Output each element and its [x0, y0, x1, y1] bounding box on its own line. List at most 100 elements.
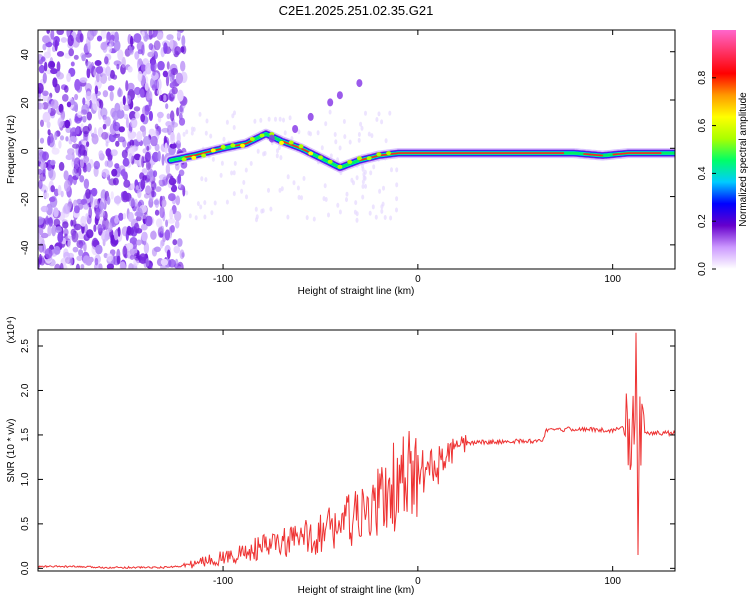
y-multiplier-label: (x10⁴): [6, 316, 17, 343]
noise-blob: [165, 219, 169, 228]
noise-blob: [357, 132, 361, 137]
noise-blob: [182, 131, 186, 137]
noise-blob: [156, 32, 164, 40]
noise-blob: [86, 111, 93, 121]
noise-blob: [126, 227, 135, 236]
noise-blob: [145, 258, 150, 267]
noise-blob: [140, 88, 145, 98]
noise-blob: [76, 255, 83, 262]
noise-blob: [40, 205, 49, 213]
noise-blob: [219, 172, 223, 178]
noise-blob: [74, 93, 79, 101]
noise-blob: [334, 139, 338, 145]
noise-blob: [38, 179, 43, 190]
noise-blob: [91, 187, 98, 197]
noise-blob: [67, 148, 75, 156]
trace-blob: [210, 148, 216, 153]
colorbar: 0.0 0.2 0.4 0.6 0.8 Normalized spectral ampli…: [697, 30, 749, 276]
noise-blob: [112, 74, 118, 80]
trace-blob: [181, 157, 187, 162]
noise-blob: [63, 170, 69, 181]
noise-blob: [150, 59, 157, 72]
trace-blob: [337, 164, 343, 169]
noise-blob: [123, 104, 130, 112]
noise-blob: [122, 168, 126, 180]
noise-blob: [118, 212, 124, 221]
noise-blob: [188, 213, 192, 219]
noise-blob: [90, 194, 94, 204]
noise-blob: [100, 73, 108, 84]
noise-blob: [105, 141, 109, 147]
trace-blob: [240, 143, 245, 148]
noise-blob: [177, 89, 184, 102]
noise-blob: [42, 35, 50, 44]
noise-blob: [133, 153, 141, 161]
noise-blob: [56, 51, 65, 57]
noise-blob: [278, 187, 282, 193]
noise-blob: [52, 77, 58, 88]
noise-blob: [74, 79, 81, 91]
noise-blob: [389, 215, 393, 221]
noise-blob: [145, 215, 153, 227]
noise-blob: [380, 208, 384, 214]
noise-blob: [154, 209, 160, 216]
noise-blob: [86, 141, 90, 148]
noise-blob: [225, 119, 229, 125]
noise-blob: [175, 72, 184, 85]
noise-blob: [47, 105, 51, 114]
noise-blob: [100, 107, 108, 118]
noise-blob: [286, 214, 290, 220]
noise-blob: [128, 263, 134, 269]
noise-blob: [395, 207, 398, 213]
noise-blob: [129, 139, 135, 148]
noise-blob: [144, 62, 152, 75]
noise-blob: [363, 169, 367, 175]
noise-blob: [149, 262, 153, 269]
noise-blob: [153, 51, 159, 60]
noise-blob: [43, 51, 51, 59]
noise-blob: [144, 82, 149, 91]
y-tick-label: 2.0: [20, 383, 31, 397]
noise-blob: [49, 196, 56, 203]
noise-blob: [113, 195, 122, 204]
noise-blob: [42, 102, 49, 110]
noise-blob: [185, 190, 189, 196]
noise-blob: [43, 192, 50, 199]
noise-blob: [244, 167, 248, 173]
trace-blob: [376, 152, 382, 157]
noise-blob: [151, 84, 156, 91]
signal-trace: [165, 79, 675, 173]
noise-blob: [140, 223, 148, 231]
noise-blob: [381, 201, 385, 207]
noise-blob: [380, 119, 384, 125]
noise-blob: [88, 207, 93, 219]
noise-blob: [53, 218, 61, 227]
noise-blob: [53, 245, 61, 255]
trace-core: [281, 140, 312, 154]
noise-blob: [86, 61, 92, 70]
noise-blob: [110, 149, 118, 157]
noise-blob: [54, 39, 58, 52]
noise-blob: [117, 136, 126, 143]
noise-blob: [377, 111, 381, 117]
noise-blob: [40, 119, 44, 128]
noise-blob: [80, 157, 84, 169]
noise-blob: [256, 148, 260, 154]
noise-blob: [146, 145, 150, 151]
noise-blob: [163, 42, 168, 54]
noise-blob: [106, 253, 114, 262]
spectrogram-frame: [37, 29, 676, 270]
noise-blob: [69, 135, 78, 143]
y-tick-label: 1.5: [20, 428, 31, 442]
noise-blob: [178, 106, 185, 115]
noise-blob: [388, 110, 392, 116]
noise-blob: [370, 133, 374, 139]
trace-blob: [356, 156, 362, 161]
x-tick-label: 100: [604, 274, 621, 285]
noise-blob: [360, 125, 364, 131]
noise-blob: [174, 211, 182, 222]
noise-blob: [44, 248, 53, 259]
noise-blob: [286, 174, 290, 180]
trace-blob: [327, 159, 333, 164]
noise-blob: [80, 264, 85, 269]
